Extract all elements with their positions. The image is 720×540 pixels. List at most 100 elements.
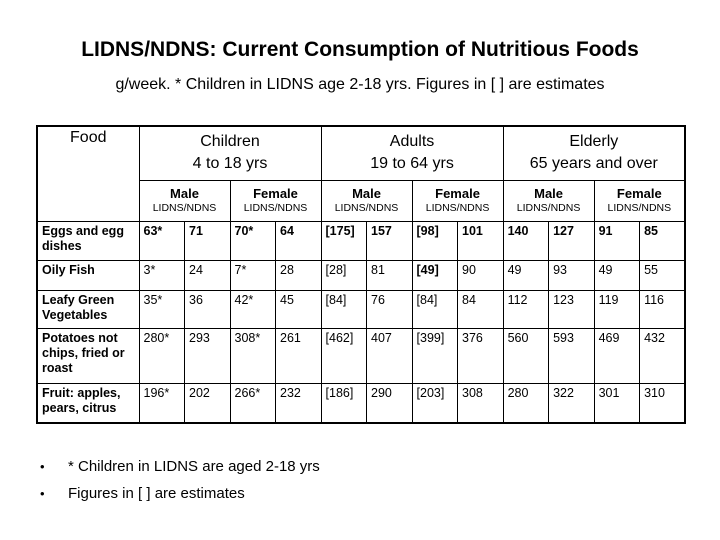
food-column-header: Food: [36, 125, 140, 222]
sex-label: Male: [170, 186, 199, 201]
consumption-table: Food Children 4 to 18 yrs Adults 19 to 6…: [36, 125, 687, 424]
value-cell: 49: [593, 259, 641, 291]
sex-header-row: Male LIDNS/NDNS Female LIDNS/NDNS Male L…: [37, 179, 686, 222]
value-cell: 70*: [229, 220, 276, 261]
value-cell: 24: [184, 259, 231, 291]
footnote-text: * Children in LIDNS are aged 2-18 yrs: [68, 458, 320, 475]
value-cell: 71: [184, 220, 231, 261]
value-cell: 123: [548, 289, 595, 329]
value-cell: 310: [639, 382, 686, 424]
value-cell: 202: [184, 382, 231, 424]
value-cell: 112: [502, 289, 550, 329]
value-cell: 101: [457, 220, 504, 261]
value-cell: 407: [366, 327, 413, 384]
food-label: Oily Fish: [36, 259, 140, 291]
sex-label: Female: [253, 186, 298, 201]
adults-male-header: Male LIDNS/NDNS: [320, 179, 413, 222]
bullet-icon: •: [40, 459, 45, 474]
survey-label: LIDNS/NDNS: [607, 202, 672, 214]
value-cell: 560: [502, 327, 550, 384]
value-cell: 290: [366, 382, 413, 424]
table-row: Fruit: apples, pears, citrus 196* 202 266* 2…: [36, 382, 686, 424]
bullet-icon: •: [40, 486, 45, 501]
value-cell: 322: [548, 382, 595, 424]
group-header-elderly: Elderly 65 years and over: [502, 125, 686, 181]
value-cell: 301: [593, 382, 641, 424]
value-cell: 36: [184, 289, 231, 329]
value-cell: [98]: [411, 220, 459, 261]
group-sublabel: 4 to 18 yrs: [192, 155, 268, 173]
adults-female-header: Female LIDNS/NDNS: [411, 179, 504, 222]
elderly-female-header: Female LIDNS/NDNS: [593, 179, 686, 222]
survey-label: LIDNS/NDNS: [152, 202, 217, 214]
value-cell: 157: [366, 220, 413, 261]
value-cell: [84]: [411, 289, 459, 329]
value-cell: 119: [593, 289, 641, 329]
value-cell: 127: [548, 220, 595, 261]
value-cell: 280*: [138, 327, 185, 384]
value-cell: 42*: [229, 289, 276, 329]
value-cell: 280: [502, 382, 550, 424]
value-cell: 293: [184, 327, 231, 384]
survey-label: LIDNS/NDNS: [334, 202, 399, 214]
sex-label: Male: [534, 186, 564, 201]
children-male-header: Male LIDNS/NDNS: [138, 179, 231, 222]
footnote-item: • Figures in [ ] are estimates: [40, 480, 720, 507]
value-cell: 266*: [229, 382, 276, 424]
value-cell: 76: [366, 289, 413, 329]
value-cell: 376: [457, 327, 504, 384]
value-cell: 55: [639, 259, 686, 291]
value-cell: 308*: [229, 327, 276, 384]
page-subtitle: g/week. * Children in LIDNS age 2-18 yrs…: [115, 76, 605, 93]
survey-label: LIDNS/NDNS: [243, 202, 308, 214]
value-cell: [175]: [320, 220, 368, 261]
value-cell: [28]: [320, 259, 368, 291]
sex-label: Female: [435, 186, 480, 201]
value-cell: [462]: [320, 327, 368, 384]
page-title: LIDNS/NDNS: Current Consumption of Nutri…: [81, 38, 639, 61]
group-label: Elderly: [569, 133, 619, 151]
value-cell: 93: [548, 259, 595, 291]
value-cell: [84]: [320, 289, 368, 329]
value-cell: 49: [502, 259, 550, 291]
value-cell: 3*: [138, 259, 185, 291]
value-cell: 64: [275, 220, 322, 261]
value-cell: 196*: [138, 382, 185, 424]
table-row: Leafy Green Vegetables 35* 36 42* 45 [84] 76 [8…: [36, 289, 686, 329]
footnote-item: • * Children in LIDNS are aged 2-18 yrs: [40, 453, 720, 480]
footnotes: • * Children in LIDNS are aged 2-18 yrs …: [40, 453, 720, 507]
sex-label: Female: [616, 186, 662, 201]
group-header-adults: Adults 19 to 64 yrs: [320, 125, 504, 181]
value-cell: 28: [275, 259, 322, 291]
value-cell: 140: [502, 220, 550, 261]
value-cell: 7*: [229, 259, 276, 291]
value-cell: 90: [457, 259, 504, 291]
group-sublabel: 19 to 64 yrs: [370, 155, 454, 173]
value-cell: [49]: [411, 259, 459, 291]
food-label: Fruit: apples, pears, citrus: [36, 382, 140, 424]
survey-label: LIDNS/NDNS: [516, 202, 581, 214]
group-header-row: Food Children 4 to 18 yrs Adults 19 to 6…: [36, 125, 686, 222]
group-label: Children: [200, 133, 260, 151]
table-header: Food Children 4 to 18 yrs Adults 19 to 6…: [36, 125, 686, 222]
survey-label: LIDNS/NDNS: [425, 202, 490, 214]
value-cell: 81: [366, 259, 413, 291]
value-cell: 63*: [138, 220, 185, 261]
group-sublabel: 65 years and over: [529, 155, 658, 173]
table-row: Oily Fish 3* 24 7* 28 [28] 81 [49] 90 49 93 49 55: [36, 259, 686, 291]
sex-label: Male: [352, 186, 381, 201]
value-cell: 84: [457, 289, 504, 329]
food-label: Potatoes not chips, fried or roast: [36, 327, 140, 384]
table-body: Eggs and egg dishes 63* 71 70* 64 [175] 157 [98…: [36, 220, 686, 424]
food-label: Leafy Green Vegetables: [36, 289, 140, 329]
children-female-header: Female LIDNS/NDNS: [229, 179, 322, 222]
elderly-male-header: Male LIDNS/NDNS: [502, 179, 595, 222]
value-cell: 116: [639, 289, 686, 329]
value-cell: 593: [548, 327, 595, 384]
value-cell: 85: [639, 220, 686, 261]
group-header-children: Children 4 to 18 yrs: [138, 125, 322, 181]
table-row: Eggs and egg dishes 63* 71 70* 64 [175] 157 [98…: [36, 220, 686, 261]
group-label: Adults: [389, 133, 435, 151]
value-cell: 232: [275, 382, 322, 424]
